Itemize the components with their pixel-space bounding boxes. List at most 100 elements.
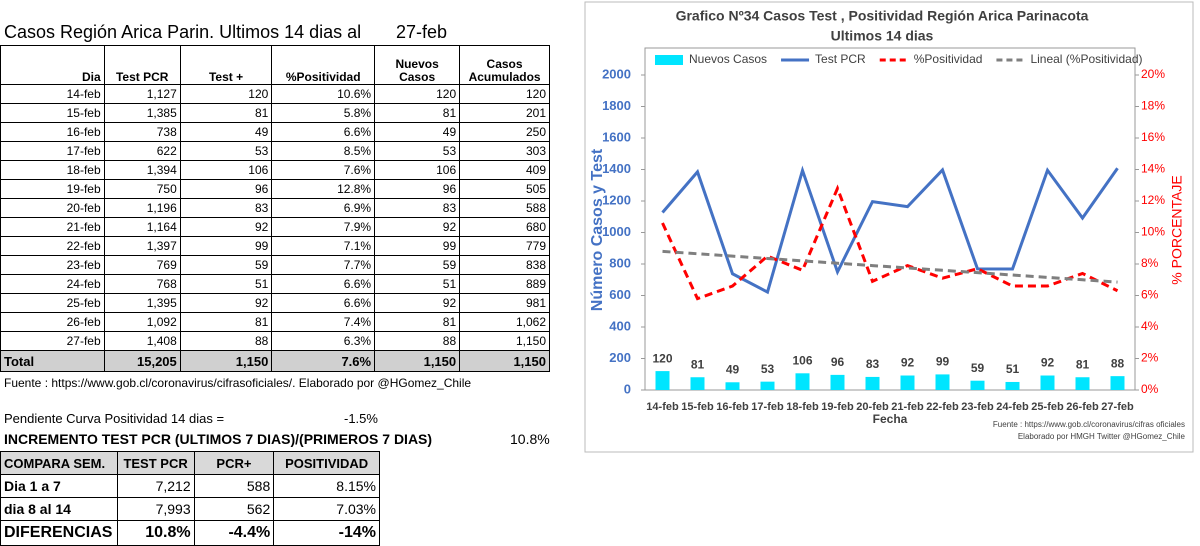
cell: 680: [459, 217, 550, 237]
y2-tick-label: 2%: [1141, 351, 1159, 365]
cell: 10.6%: [271, 84, 376, 104]
data-label: 81: [1076, 357, 1090, 371]
chart-title: Grafico Nº34 Casos Test , Positividad Re…: [676, 8, 1089, 24]
y2-tick-label: 18%: [1141, 99, 1165, 113]
x-tick-label: 17-feb: [751, 401, 784, 413]
cell: Dia 1 a 7: [0, 474, 118, 498]
data-label: 96: [831, 355, 845, 369]
x-tick-label: 22-feb: [926, 401, 959, 413]
bar: [900, 375, 915, 390]
y-tick-label: 1200: [602, 192, 631, 207]
cell: 16-feb: [0, 122, 105, 142]
header-cell: Casos Acumulados: [459, 45, 550, 85]
compare-row: dia 8 al 14 7,993 562 7.03%: [0, 497, 380, 521]
data-label: 120: [652, 351, 672, 365]
x-tick-label: 26-feb: [1066, 401, 1099, 413]
y2-tick-label: 4%: [1141, 319, 1159, 333]
cell: 20-feb: [0, 198, 105, 218]
header-cell: Dia: [0, 45, 105, 85]
data-label: 59: [971, 361, 985, 375]
total-cell: 7.6%: [271, 350, 376, 372]
line: [661, 165, 1119, 295]
cell: 588: [193, 474, 275, 498]
increase-value: 10.8%: [510, 431, 550, 447]
line: [662, 249, 1118, 284]
cell: 120: [374, 84, 461, 104]
bar: [830, 374, 845, 390]
x-tick-label: 18-feb: [786, 401, 819, 413]
y-tick-label: 1400: [602, 161, 631, 176]
cell: 51: [374, 274, 461, 294]
x-tick-label: 16-feb: [716, 401, 749, 413]
y2-tick-label: 12%: [1141, 193, 1165, 207]
bar: [1005, 381, 1020, 390]
x-tick-label: 21-feb: [891, 401, 924, 413]
header-cell: Test +: [179, 45, 273, 85]
y2-tick-label: 6%: [1141, 288, 1159, 302]
cell: 17-feb: [0, 141, 105, 161]
data-label: 92: [901, 356, 915, 370]
cell: 5.8%: [271, 103, 376, 123]
bar: [1110, 376, 1125, 390]
y2-tick-label: 20%: [1141, 67, 1165, 81]
x-tick-label: 19-feb: [821, 401, 854, 413]
y2-tick-label: 0%: [1141, 382, 1159, 396]
x-axis-label: Fecha: [873, 412, 908, 426]
total-row: Total 15,205 1,150 7.6% 1,150 1,150: [0, 350, 550, 372]
x-tick-label: 20-feb: [856, 401, 889, 413]
cell: 1,092: [103, 312, 181, 332]
header-cell: TEST PCR: [116, 451, 195, 475]
cell: 7.03%: [273, 497, 380, 521]
data-label: 53: [761, 362, 775, 376]
cell: 622: [103, 141, 181, 161]
plot-area: [644, 47, 1136, 391]
y-tick-label: 1000: [602, 224, 631, 239]
footnote: Fuente : https://www.gob.cl/coronavirus/…: [993, 420, 1185, 429]
total-cell: 1,150: [374, 350, 461, 372]
cell: 96: [179, 179, 273, 199]
data-label: 49: [726, 362, 740, 376]
cell: 21-feb: [0, 217, 105, 237]
bar: [935, 374, 950, 390]
y-tick-label: 800: [609, 255, 631, 270]
bar: [655, 371, 670, 390]
header-cell: PCR+: [193, 451, 275, 475]
data-label: 83: [866, 357, 880, 371]
total-cell: 15,205: [103, 350, 181, 372]
cell: 25-feb: [0, 293, 105, 313]
cell: 750: [103, 179, 181, 199]
x-tick-label: 25-feb: [1031, 401, 1064, 413]
header-cell: POSITIVIDAD: [273, 451, 380, 475]
table-header: Dia Test PCR Test + %Positividad Nuevos Caso…: [0, 45, 550, 85]
table-body: 14-feb 1,127 120 10.6% 120 120 15-feb 1,385 81 5.…: [0, 84, 550, 372]
y-tick-label: 2000: [602, 66, 631, 81]
data-row: 18-feb 1,394 106 7.6% 106 409: [0, 160, 550, 180]
header-cell: Nuevos Casos: [374, 45, 461, 85]
cell: 6.9%: [271, 198, 376, 218]
cell: 92: [374, 217, 461, 237]
y2-tick-label: 16%: [1141, 130, 1165, 144]
cell: 588: [459, 198, 550, 218]
y-tick-label: 1800: [602, 98, 631, 113]
x-tick-label: 14-feb: [646, 401, 679, 413]
header-row: Dia Test PCR Test + %Positividad Nuevos Caso…: [0, 45, 550, 85]
cell: 769: [103, 255, 181, 275]
cell: 250: [459, 122, 550, 142]
cell: 7,212: [116, 474, 195, 498]
bar: [1040, 375, 1055, 390]
bar: [760, 381, 775, 390]
y-tick-label: 0: [624, 381, 631, 396]
legend-swatch: [655, 55, 683, 65]
cell: 88: [374, 331, 461, 351]
data-row: 22-feb 1,397 99 7.1% 99 779: [0, 236, 550, 256]
cell: 81: [374, 312, 461, 332]
y2-tick-label: 10%: [1141, 225, 1165, 239]
header-cell: %Positividad: [271, 45, 376, 85]
increase-label: INCREMENTO TEST PCR (ULTIMOS 7 DIAS)/(PR…: [4, 431, 433, 447]
bar: [1075, 377, 1090, 390]
bar: [690, 377, 705, 390]
data-row: 21-feb 1,164 92 7.9% 92 680: [0, 217, 550, 237]
data-label: 99: [936, 355, 950, 369]
bar: [725, 382, 740, 390]
